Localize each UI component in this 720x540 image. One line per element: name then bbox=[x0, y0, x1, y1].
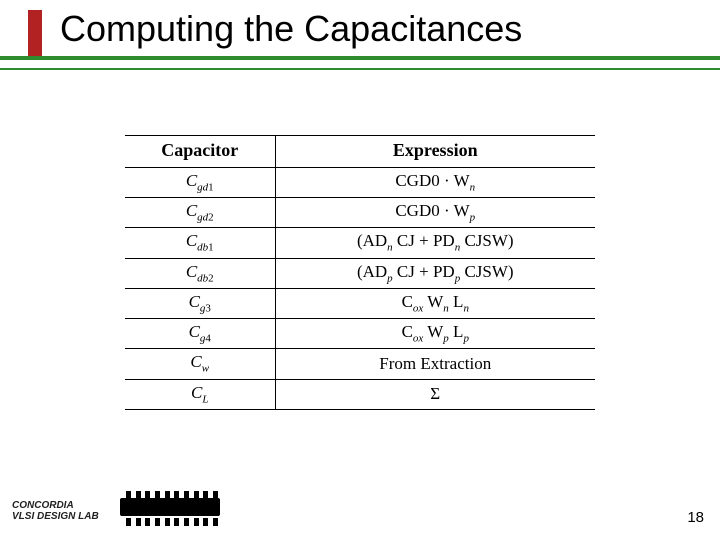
expression-cell: Cox Wp Lp bbox=[275, 319, 595, 349]
table-header-expression: Expression bbox=[275, 136, 595, 168]
expression-cell: (ADp CJ + PDp CJSW) bbox=[275, 258, 595, 288]
capacitance-table: Capacitor Expression Cgd1CGD0 · WnCgd2CG… bbox=[125, 135, 595, 410]
capacitor-cell: CL bbox=[125, 379, 275, 409]
capacitor-cell: Cg4 bbox=[125, 319, 275, 349]
capacitor-cell: Cdb2 bbox=[125, 258, 275, 288]
capacitor-cell: Cgd2 bbox=[125, 198, 275, 228]
capacitor-cell: Cgd1 bbox=[125, 168, 275, 198]
table-row: Cdb2(ADp CJ + PDp CJSW) bbox=[125, 258, 595, 288]
expression-cell: CGD0 · Wn bbox=[275, 168, 595, 198]
capacitor-cell: Cdb1 bbox=[125, 228, 275, 258]
divider-thin bbox=[0, 68, 720, 70]
expression-cell: Σ bbox=[275, 379, 595, 409]
table-row: CwFrom Extraction bbox=[125, 349, 595, 379]
table-header-capacitor: Capacitor bbox=[125, 136, 275, 168]
capacitor-cell: Cg3 bbox=[125, 288, 275, 318]
table-row: Cgd1CGD0 · Wn bbox=[125, 168, 595, 198]
expression-cell: CGD0 · Wp bbox=[275, 198, 595, 228]
table-row: Cg4Cox Wp Lp bbox=[125, 319, 595, 349]
table-row: Cg3Cox Wn Ln bbox=[125, 288, 595, 318]
capacitor-cell: Cw bbox=[125, 349, 275, 379]
title-accent-bar bbox=[28, 10, 42, 60]
slide-title: Computing the Capacitances bbox=[60, 8, 522, 50]
expression-cell: Cox Wn Ln bbox=[275, 288, 595, 318]
chip-icon bbox=[120, 490, 230, 526]
footer-line2: VLSI DESIGN LAB bbox=[12, 511, 99, 522]
expression-cell: From Extraction bbox=[275, 349, 595, 379]
divider-thick bbox=[0, 56, 720, 60]
footer-org: CONCORDIA VLSI DESIGN LAB bbox=[12, 500, 99, 522]
table-row: Cdb1(ADn CJ + PDn CJSW) bbox=[125, 228, 595, 258]
footer-line1: CONCORDIA bbox=[12, 500, 99, 511]
table-row: Cgd2CGD0 · Wp bbox=[125, 198, 595, 228]
expression-cell: (ADn CJ + PDn CJSW) bbox=[275, 228, 595, 258]
page-number: 18 bbox=[687, 509, 704, 526]
table-row: CLΣ bbox=[125, 379, 595, 409]
